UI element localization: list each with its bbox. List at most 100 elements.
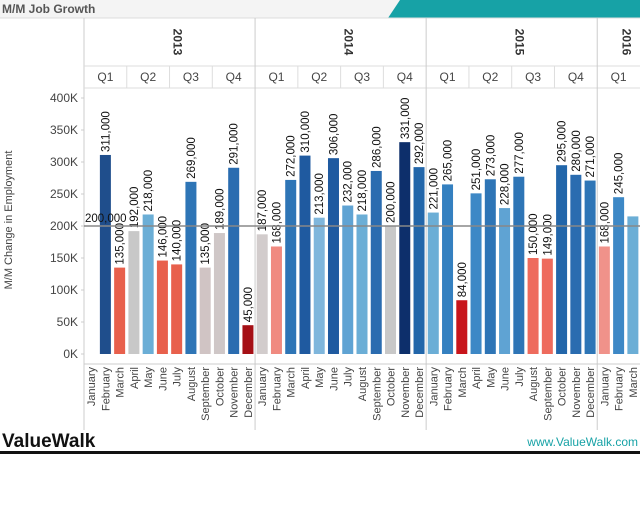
value-label: 189,000 [214, 188, 226, 230]
value-label: 84,000 [457, 262, 469, 297]
x-tick-label: December [243, 367, 255, 418]
bar [270, 246, 282, 354]
x-tick-label: June [328, 367, 340, 391]
value-label: 228,000 [500, 164, 512, 206]
quarter-label: Q3 [354, 70, 370, 84]
x-tick-label: April [471, 367, 483, 389]
x-tick-label: October [557, 367, 569, 406]
title-accent [388, 0, 640, 18]
bar [327, 158, 339, 354]
value-label: 135,000 [200, 223, 212, 265]
y-tick-label: 200K [50, 219, 78, 233]
x-tick-label: October [386, 367, 398, 406]
value-label: 150,000 [528, 213, 540, 255]
year-label: 2014 [342, 29, 356, 56]
year-label: 2013 [171, 29, 185, 56]
quarter-label: Q1 [268, 70, 284, 84]
value-label: 221,000 [428, 168, 440, 210]
x-tick-label: February [100, 367, 112, 412]
y-tick-label: 400K [50, 91, 78, 105]
bar [313, 217, 325, 354]
bar [256, 234, 268, 354]
x-tick-label: October [214, 367, 226, 406]
bar [541, 258, 553, 354]
bar [413, 167, 425, 354]
quarter-label: Q1 [97, 70, 113, 84]
value-label: 135,000 [115, 223, 127, 265]
x-tick-label: April [300, 367, 312, 389]
y-tick-label: 300K [50, 155, 78, 169]
value-label: 331,000 [400, 98, 412, 140]
y-tick-label: 0K [63, 347, 78, 361]
value-label: 140,000 [172, 220, 184, 262]
bar [399, 142, 411, 354]
x-tick-label: January [257, 367, 269, 407]
bar [499, 208, 511, 354]
bar [228, 167, 240, 354]
quarter-label: Q2 [482, 70, 498, 84]
quarter-label: Q1 [440, 70, 456, 84]
x-tick-label: August [186, 367, 198, 401]
value-label: 218,000 [357, 170, 369, 212]
x-tick-label: July [514, 367, 526, 387]
x-tick-label: May [314, 367, 326, 388]
footer-rule [0, 451, 640, 454]
value-label: 310,000 [300, 111, 312, 153]
x-tick-label: January [86, 367, 98, 407]
bar [156, 260, 168, 354]
value-label: 292,000 [414, 123, 426, 165]
quarter-label: Q2 [140, 70, 156, 84]
bar [114, 267, 126, 354]
bar [556, 165, 568, 354]
bar [370, 170, 382, 354]
bar [242, 325, 254, 354]
bar [356, 214, 368, 354]
quarter-label: Q3 [183, 70, 199, 84]
value-label: 187,000 [257, 190, 269, 232]
x-tick-label: March [628, 367, 640, 398]
bar [527, 258, 539, 354]
value-label: 192,000 [129, 187, 141, 229]
bar [128, 231, 140, 354]
value-label: 146,000 [157, 216, 169, 258]
y-tick-label: 250K [50, 187, 78, 201]
quarter-label: Q4 [568, 70, 584, 84]
x-tick-label: May [485, 367, 497, 388]
bar [199, 267, 211, 354]
bar [584, 180, 596, 354]
quarter-label: Q3 [525, 70, 541, 84]
x-tick-label: November [571, 367, 583, 418]
bar [171, 264, 183, 354]
x-tick-label: July [343, 367, 355, 387]
bar [185, 181, 197, 354]
bar [570, 174, 582, 354]
y-tick-label: 100K [50, 283, 78, 297]
value-label: 45,000 [243, 287, 255, 322]
bar [484, 179, 496, 354]
value-label: 265,000 [443, 140, 455, 182]
value-label: 269,000 [186, 137, 198, 179]
value-label: 218,000 [143, 170, 155, 212]
value-label: 232,000 [343, 161, 355, 203]
quarter-label: Q1 [611, 70, 627, 84]
x-tick-label: November [400, 367, 412, 418]
quarter-label: Q4 [226, 70, 242, 84]
quarter-label: Q4 [397, 70, 413, 84]
x-tick-label: September [371, 367, 383, 421]
x-tick-label: August [528, 367, 540, 401]
x-tick-label: February [443, 367, 455, 412]
bar [342, 205, 354, 354]
x-tick-label: March [286, 367, 298, 398]
x-tick-label: July [172, 367, 184, 387]
value-label: 277,000 [514, 132, 526, 174]
value-label: 245,000 [614, 153, 626, 195]
bar [627, 216, 639, 354]
value-label: 271,000 [585, 136, 597, 178]
y-tick-label: 50K [57, 315, 78, 329]
year-label: 2015 [513, 29, 527, 56]
x-tick-label: November [229, 367, 241, 418]
x-tick-label: September [542, 367, 554, 421]
url: www.ValueWalk.com [526, 435, 638, 449]
x-tick-label: June [500, 367, 512, 391]
